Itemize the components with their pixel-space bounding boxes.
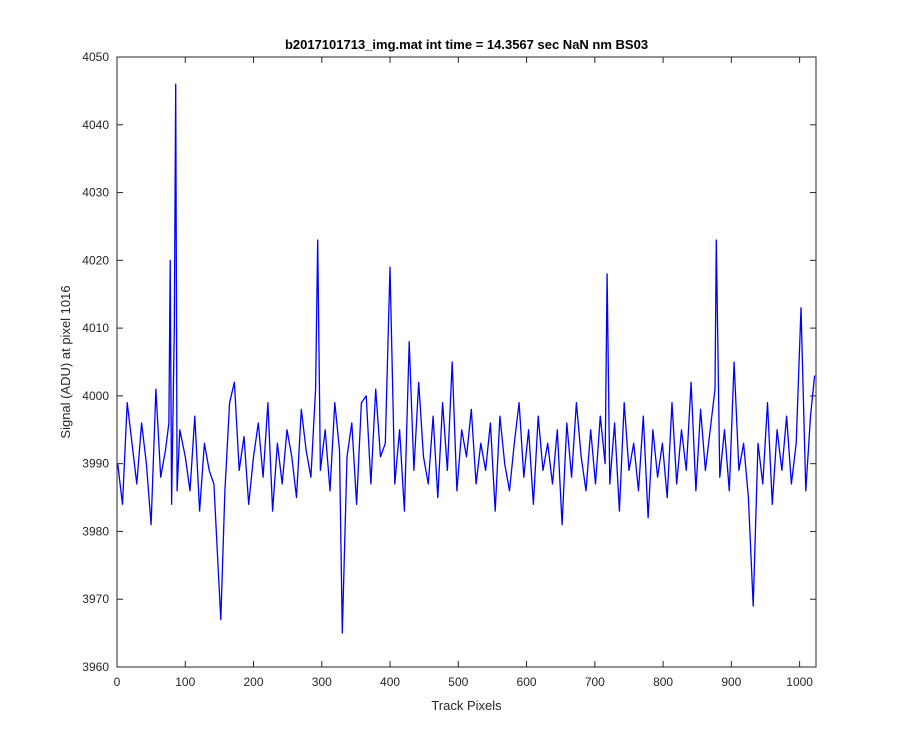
series-layer [117,83,816,634]
x-tick-label: 100 [175,675,195,689]
series-line-0 [117,83,816,634]
x-tick-label: 900 [721,675,741,689]
x-tick-label: 700 [585,675,605,689]
y-axis-label: Signal (ADU) at pixel 1016 [58,285,73,438]
y-tick-label: 3970 [82,592,109,606]
x-tick-label: 300 [312,675,332,689]
x-tick-label: 0 [114,675,121,689]
y-tick-label: 4020 [82,253,109,267]
x-axis-ticks: 0 100 200 300 400 500 600 700 800 900 1000 [114,57,813,689]
x-tick-label: 1000 [786,675,813,689]
x-tick-label: 800 [653,675,673,689]
chart-title: b2017101713_img.mat int time = 14.3567 s… [285,37,648,52]
y-tick-label: 4010 [82,321,109,335]
x-axis-label: Track Pixels [431,698,502,713]
y-tick-label: 3980 [82,524,109,538]
x-tick-label: 600 [517,675,537,689]
y-tick-label: 3960 [82,660,109,674]
x-tick-label: 400 [380,675,400,689]
plot-area [117,57,816,667]
y-tick-label: 4050 [82,50,109,64]
y-tick-label: 4040 [82,118,109,132]
y-tick-label: 4000 [82,389,109,403]
x-tick-label: 500 [448,675,468,689]
y-tick-label: 3990 [82,457,109,471]
x-tick-label: 200 [244,675,264,689]
axes-box [116,56,817,668]
y-axis-ticks: 3960 3970 3980 3990 4000 4010 4020 4030 4040 4050 [82,50,816,674]
y-tick-label: 4030 [82,186,109,200]
